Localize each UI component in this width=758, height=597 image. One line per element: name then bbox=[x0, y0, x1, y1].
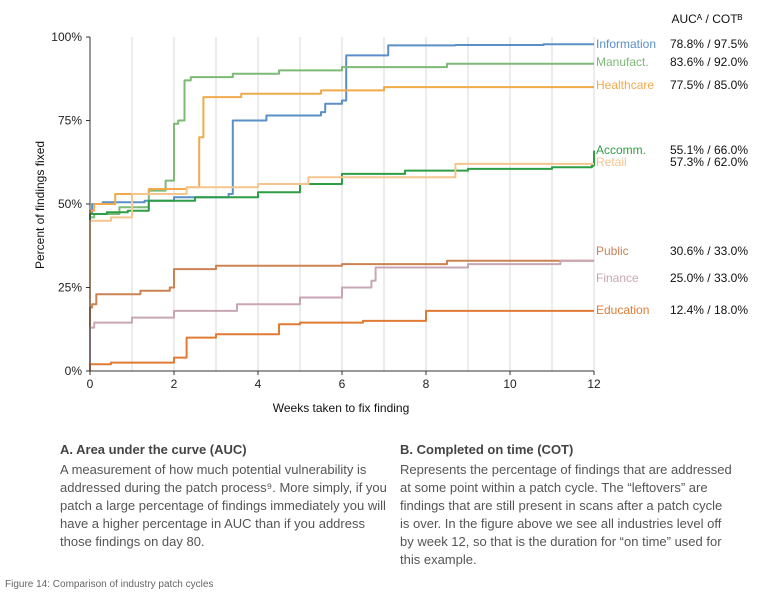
series-line-accomm bbox=[89, 150, 595, 371]
note-auc: A. Area under the curve (AUC) A measurem… bbox=[60, 441, 390, 551]
series-line-retail bbox=[89, 162, 594, 371]
note-auc-title: A. Area under the curve (AUC) bbox=[60, 442, 247, 457]
x-tick-label: 12 bbox=[587, 377, 601, 391]
x-tick-label: 8 bbox=[423, 377, 430, 391]
x-axis-title: Weeks taken to fix finding bbox=[273, 401, 410, 415]
legend: Information 78.8% / 97.5% Manufact. 83.6% /… bbox=[596, 37, 748, 317]
patch-cycle-chart: 0% 25% 50% 75% 100% 0 2 4 6 8 10 12 Information 78.8… bbox=[33, 12, 748, 415]
note-cot-title: B. Completed on time (COT) bbox=[400, 442, 574, 457]
legend-label: Manufact. bbox=[596, 55, 649, 69]
legend-label: Public bbox=[596, 244, 629, 258]
series-line-public bbox=[89, 259, 594, 371]
x-tick-label: 10 bbox=[503, 377, 517, 391]
legend-auc-cot: 25.0% / 33.0% bbox=[670, 271, 748, 285]
figure-caption: Figure 14: Comparison of industry patch … bbox=[5, 579, 214, 590]
note-cot: B. Completed on time (COT) Represents th… bbox=[400, 441, 735, 569]
legend-label: Information bbox=[596, 37, 656, 51]
y-tick-label: 50% bbox=[58, 197, 82, 211]
legend-auc-cot: 57.3% / 62.0% bbox=[670, 155, 748, 169]
legend-auc-cot: 30.6% / 33.0% bbox=[670, 244, 748, 258]
x-tick-label: 6 bbox=[339, 377, 346, 391]
axes: 0% 25% 50% 75% 100% 0 2 4 6 8 10 12 bbox=[51, 30, 601, 391]
grid-lines bbox=[131, 37, 595, 371]
legend-label: Finance bbox=[596, 271, 639, 285]
y-tick-label: 75% bbox=[58, 114, 82, 128]
legend-auc-cot: 83.6% / 92.0% bbox=[670, 55, 748, 69]
legend-label: Retail bbox=[596, 155, 627, 169]
series-line-education bbox=[89, 309, 594, 371]
y-tick-label: 25% bbox=[58, 281, 82, 295]
legend-auc-cot: 77.5% / 85.0% bbox=[670, 78, 748, 92]
legend-header: AUCᴬ / COTᴮ bbox=[671, 12, 742, 26]
legend-label: Education bbox=[596, 303, 649, 317]
series-line-information bbox=[89, 43, 594, 371]
legend-label: Healthcare bbox=[596, 78, 654, 92]
y-tick-label: 100% bbox=[51, 30, 82, 44]
x-tick-label: 2 bbox=[171, 377, 178, 391]
y-tick-label: 0% bbox=[65, 364, 83, 378]
y-axis-title: Percent of findings fixed bbox=[33, 141, 47, 269]
x-tick-label: 4 bbox=[255, 377, 262, 391]
legend-auc-cot: 78.8% / 97.5% bbox=[670, 37, 748, 51]
x-tick-label: 0 bbox=[87, 377, 94, 391]
legend-label: Accomm. bbox=[596, 143, 646, 157]
note-cot-text: Represents the percentage of findings th… bbox=[400, 462, 732, 567]
note-auc-text: A measurement of how much potential vuln… bbox=[60, 462, 387, 549]
series-line-finance bbox=[89, 259, 594, 371]
legend-auc-cot: 55.1% / 66.0% bbox=[670, 143, 748, 157]
legend-auc-cot: 12.4% / 18.0% bbox=[670, 303, 748, 317]
series-lines bbox=[89, 43, 595, 371]
